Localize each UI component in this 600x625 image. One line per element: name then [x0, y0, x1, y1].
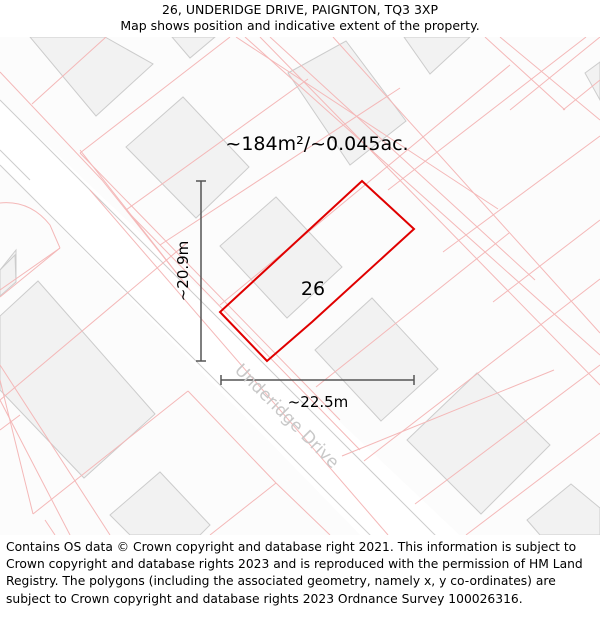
width-measure-label: ~22.5m: [288, 393, 349, 411]
width-measure-line: [220, 375, 415, 385]
area-label: ~184m²/~0.045ac.: [225, 133, 408, 155]
map-header: 26, UNDERIDGE DRIVE, PAIGNTON, TQ3 3XP M…: [0, 0, 600, 37]
height-measure-label: ~20.9m: [174, 241, 192, 302]
parcel-boundaries: [0, 37, 600, 535]
property-boundary[interactable]: [218, 179, 416, 363]
property-address-title: 26, UNDERIDGE DRIVE, PAIGNTON, TQ3 3XP: [161, 2, 439, 17]
attribution-text: Contains OS data © Crown copyright and d…: [6, 540, 583, 606]
property-map[interactable]: ~184m²/~0.045ac. 26 ~20.9m ~22.5m Underi…: [0, 37, 600, 535]
height-measure-line: [196, 180, 206, 362]
plot-number-label: 26: [301, 278, 325, 300]
road-underidge-drive: [0, 99, 460, 535]
map-description: Map shows position and indicative extent…: [120, 18, 480, 33]
